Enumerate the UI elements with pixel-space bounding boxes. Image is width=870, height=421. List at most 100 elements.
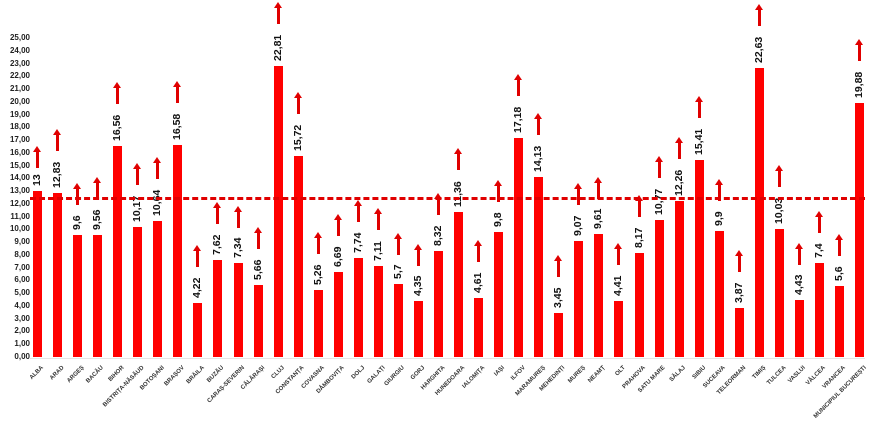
bar-value-label: 22,63: [752, 35, 765, 65]
bar: [353, 258, 363, 357]
x-category-label: DOLJ: [350, 365, 367, 381]
bar-value-label: 12,83: [51, 161, 64, 190]
bar-value-label: 10,64: [151, 188, 164, 218]
bar: [855, 103, 865, 357]
bar-value-label: 15,72: [291, 124, 304, 153]
up-arrow-icon: [173, 81, 182, 104]
bar-value-label: 5,6: [833, 264, 845, 282]
y-tick-label: 7,00: [14, 262, 30, 272]
reference-dashed-line: [30, 197, 865, 200]
bar-value-label: 14,13: [532, 144, 545, 173]
bar-value-label: 4,41: [612, 274, 625, 297]
x-category-label: CLUJ: [270, 365, 286, 381]
up-arrow-icon: [333, 213, 343, 236]
bar: [373, 266, 383, 357]
x-category-label: OLT: [614, 365, 627, 378]
bar: [93, 235, 103, 357]
up-arrow-icon: [514, 73, 523, 96]
x-category-label: CARAȘ-SEVERIN: [206, 365, 246, 405]
bar-value-label: 8,17: [632, 226, 645, 249]
bar-value-label: 7,4: [812, 241, 825, 259]
bar: [835, 285, 844, 357]
bar-value-label: 3,45: [552, 286, 565, 309]
bar: [113, 145, 123, 357]
bar-value-label: 15,41: [692, 128, 705, 157]
x-category-label: ARAD: [48, 365, 66, 382]
bar: [474, 298, 484, 357]
up-arrow-icon: [855, 39, 864, 62]
up-arrow-icon: [133, 163, 142, 186]
x-category-label: BRĂILA: [185, 365, 206, 386]
bar: [413, 301, 423, 357]
up-arrow-icon: [113, 81, 122, 104]
bar: [333, 271, 343, 357]
bar-value-label: 13: [31, 173, 43, 188]
up-arrow-icon: [213, 201, 222, 224]
bar: [574, 241, 584, 357]
x-category-label: TULCEA: [765, 365, 788, 387]
up-arrow-icon: [353, 200, 363, 223]
bar: [754, 68, 764, 357]
bar: [293, 156, 303, 357]
x-category-label: ARGEȘ: [66, 365, 86, 385]
bar: [233, 263, 243, 357]
bar-value-label: 9,6: [71, 213, 84, 231]
x-category-label: GIURGIU: [383, 365, 407, 388]
up-arrow-icon: [814, 210, 824, 233]
x-category-label: ALBA: [29, 365, 46, 382]
bar: [674, 200, 684, 357]
x-category-label: BIHOR: [107, 365, 126, 383]
bar-value-label: 4,43: [792, 274, 805, 297]
y-tick-label: 15,00: [9, 160, 30, 170]
bar-value-label: 5,7: [391, 263, 404, 281]
bar-value-label: 8,32: [432, 224, 444, 247]
x-category-label: SĂLAJ: [668, 365, 687, 384]
bar-value-label: 7,62: [211, 233, 224, 256]
x-category-label: MUREȘ: [567, 365, 587, 385]
y-tick-label: 1,00: [14, 339, 30, 349]
bar-value-label: 9,61: [592, 207, 605, 231]
bar-value-label: 4,22: [191, 276, 204, 300]
up-arrow-icon: [754, 4, 764, 27]
up-arrow-icon: [534, 112, 543, 135]
bar: [53, 193, 63, 357]
y-tick-label: 2,00: [14, 326, 30, 336]
y-tick-label: 14,00: [9, 173, 30, 183]
x-category-label: BACĂU: [85, 365, 106, 385]
bar-value-label: 9,9: [712, 210, 725, 227]
y-tick-label: 25,00: [9, 33, 30, 42]
y-tick-label: 0,00: [14, 352, 30, 361]
y-tick-label: 21,00: [9, 84, 30, 94]
up-arrow-icon: [313, 232, 323, 255]
up-arrow-icon: [253, 226, 263, 249]
bar: [153, 221, 163, 357]
y-tick-label: 3,00: [14, 313, 30, 323]
up-arrow-icon: [293, 92, 303, 115]
up-arrow-icon: [674, 136, 684, 159]
bar: [273, 65, 283, 357]
bar: [33, 191, 42, 357]
y-tick-label: 5,00: [14, 288, 30, 298]
bar-value-label: 4,61: [472, 271, 485, 295]
x-category-label: SIBIU: [691, 365, 707, 381]
bar: [694, 160, 704, 357]
y-tick-label: 9,00: [14, 237, 30, 247]
bar: [714, 230, 724, 357]
y-tick-label: 17,00: [9, 135, 30, 145]
bar-value-label: 5,26: [311, 263, 324, 286]
up-arrow-icon: [393, 232, 403, 255]
bar: [794, 300, 804, 357]
bar-value-label: 9,07: [572, 214, 585, 238]
bar: [454, 212, 464, 357]
x-category-label: TIMIȘ: [751, 365, 768, 381]
bar: [494, 231, 504, 357]
bar: [774, 229, 784, 357]
bar-value-label: 19,88: [853, 71, 866, 100]
bar: [734, 307, 744, 357]
bar: [313, 289, 323, 357]
up-arrow-icon: [33, 145, 42, 168]
y-tick-label: 13,00: [9, 186, 30, 196]
up-arrow-icon: [153, 157, 162, 180]
up-arrow-icon: [794, 242, 804, 265]
